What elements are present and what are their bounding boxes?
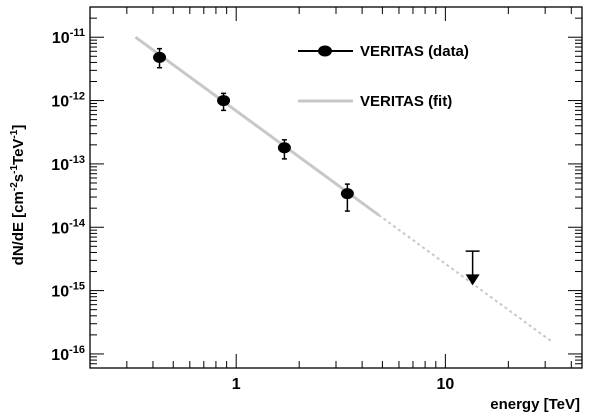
y-label-mid2: TeV xyxy=(10,139,27,165)
x-tick-label: 1 xyxy=(232,376,241,393)
legend-fit-label: VERITAS (fit) xyxy=(360,93,452,110)
y-tick-label-base: 10 xyxy=(51,284,69,301)
y-label-end: ] xyxy=(10,125,27,130)
y-tick-label-exp: -13 xyxy=(69,154,85,166)
y-label-mid1: s xyxy=(10,174,27,182)
y-tick-label-exp: -15 xyxy=(69,281,85,293)
y-label-main: dN/dE [cm xyxy=(10,191,27,265)
data-point xyxy=(277,142,291,154)
data-point xyxy=(217,95,231,107)
data-points xyxy=(153,47,354,212)
y-axis-label: dN/dE [cm-2s-1TeV-1] xyxy=(9,125,27,266)
y-tick-label: 10-11 xyxy=(52,27,85,47)
legend-data-label: VERITAS (data) xyxy=(360,43,469,60)
x-tick-labels: 1 10 xyxy=(232,376,455,393)
upper-limits xyxy=(465,250,480,286)
data-point xyxy=(153,51,167,63)
y-tick-label-exp: -12 xyxy=(69,91,85,103)
fit-line xyxy=(134,36,552,342)
legend-data-marker xyxy=(318,45,332,57)
y-tick-label-base: 10 xyxy=(52,30,70,47)
y-tick-label-exp: -16 xyxy=(69,344,85,356)
x-axis-label: energy [TeV] xyxy=(490,396,580,413)
y-tick-label: 10-16 xyxy=(51,344,85,364)
legend: VERITAS (data) VERITAS (fit) xyxy=(298,43,469,110)
y-tick-label-base: 10 xyxy=(51,347,69,364)
y-tick-label-exp: -11 xyxy=(70,27,85,39)
y-tick-label-base: 10 xyxy=(51,94,69,111)
y-tick-label: 10-12 xyxy=(51,91,85,111)
upper-limit-arrow xyxy=(465,274,480,286)
y-tick-label-base: 10 xyxy=(51,220,69,237)
y-tick-label-exp: -14 xyxy=(69,217,86,229)
axis-ticks xyxy=(89,6,582,369)
y-label-exp2: -1 xyxy=(9,165,20,174)
fit-line-solid xyxy=(134,36,380,217)
y-tick-label-base: 10 xyxy=(51,157,69,174)
y-label-exp3: -1 xyxy=(9,129,20,138)
y-tick-label: 10-14 xyxy=(51,217,86,237)
y-label-exp1: -2 xyxy=(9,182,20,191)
y-tick-label: 10-13 xyxy=(51,154,85,174)
data-point xyxy=(340,188,354,200)
x-tick-label: 10 xyxy=(436,376,454,393)
y-tick-label: 10-15 xyxy=(51,281,85,301)
